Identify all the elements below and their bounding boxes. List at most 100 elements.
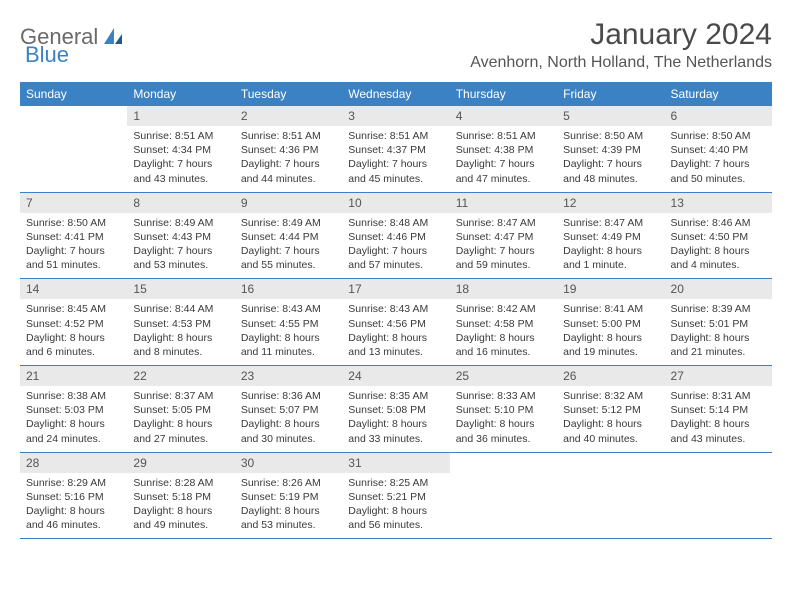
sunrise-line: Sunrise: 8:45 AM (26, 302, 121, 316)
sunset-line: Sunset: 4:56 PM (348, 317, 443, 331)
daylight-line: Daylight: 7 hours and 53 minutes. (133, 244, 228, 272)
day-content: Sunrise: 8:39 AMSunset: 5:01 PMDaylight:… (665, 299, 772, 365)
day-number: 8 (127, 193, 234, 213)
calendar-day-cell: 3Sunrise: 8:51 AMSunset: 4:37 PMDaylight… (342, 106, 449, 192)
calendar-body: 1Sunrise: 8:51 AMSunset: 4:34 PMDaylight… (20, 106, 772, 539)
calendar-day-cell: 7Sunrise: 8:50 AMSunset: 4:41 PMDaylight… (20, 192, 127, 279)
sunset-line: Sunset: 4:52 PM (26, 317, 121, 331)
sunset-line: Sunset: 4:49 PM (563, 230, 658, 244)
sunrise-line: Sunrise: 8:50 AM (671, 129, 766, 143)
sunrise-line: Sunrise: 8:41 AM (563, 302, 658, 316)
daylight-line: Daylight: 8 hours and 24 minutes. (26, 417, 121, 445)
day-number: 12 (557, 193, 664, 213)
sunrise-line: Sunrise: 8:38 AM (26, 389, 121, 403)
logo-text-blue: Blue (25, 42, 69, 68)
sunset-line: Sunset: 4:44 PM (241, 230, 336, 244)
day-content: Sunrise: 8:51 AMSunset: 4:38 PMDaylight:… (450, 126, 557, 192)
calendar-week-row: 28Sunrise: 8:29 AMSunset: 5:16 PMDayligh… (20, 452, 772, 539)
calendar-header-row: SundayMondayTuesdayWednesdayThursdayFrid… (20, 82, 772, 106)
calendar-day-cell (557, 452, 664, 539)
sunrise-line: Sunrise: 8:44 AM (133, 302, 228, 316)
day-content: Sunrise: 8:31 AMSunset: 5:14 PMDaylight:… (665, 386, 772, 452)
day-content: Sunrise: 8:50 AMSunset: 4:39 PMDaylight:… (557, 126, 664, 192)
sunrise-line: Sunrise: 8:36 AM (241, 389, 336, 403)
sunset-line: Sunset: 4:39 PM (563, 143, 658, 157)
sunrise-line: Sunrise: 8:31 AM (671, 389, 766, 403)
day-content: Sunrise: 8:32 AMSunset: 5:12 PMDaylight:… (557, 386, 664, 452)
day-content: Sunrise: 8:49 AMSunset: 4:44 PMDaylight:… (235, 213, 342, 279)
sunset-line: Sunset: 5:03 PM (26, 403, 121, 417)
day-content: Sunrise: 8:42 AMSunset: 4:58 PMDaylight:… (450, 299, 557, 365)
location-subtitle: Avenhorn, North Holland, The Netherlands (470, 54, 772, 72)
sunset-line: Sunset: 4:46 PM (348, 230, 443, 244)
sunrise-line: Sunrise: 8:39 AM (671, 302, 766, 316)
daylight-line: Daylight: 8 hours and 46 minutes. (26, 504, 121, 532)
day-content: Sunrise: 8:50 AMSunset: 4:40 PMDaylight:… (665, 126, 772, 192)
calendar-day-cell: 25Sunrise: 8:33 AMSunset: 5:10 PMDayligh… (450, 366, 557, 453)
daylight-line: Daylight: 8 hours and 27 minutes. (133, 417, 228, 445)
sunset-line: Sunset: 5:00 PM (563, 317, 658, 331)
daylight-line: Daylight: 8 hours and 19 minutes. (563, 331, 658, 359)
day-content: Sunrise: 8:41 AMSunset: 5:00 PMDaylight:… (557, 299, 664, 365)
day-number: 24 (342, 366, 449, 386)
sunrise-line: Sunrise: 8:50 AM (563, 129, 658, 143)
daylight-line: Daylight: 8 hours and 43 minutes. (671, 417, 766, 445)
sunrise-line: Sunrise: 8:51 AM (456, 129, 551, 143)
calendar-week-row: 1Sunrise: 8:51 AMSunset: 4:34 PMDaylight… (20, 106, 772, 192)
calendar-day-cell: 24Sunrise: 8:35 AMSunset: 5:08 PMDayligh… (342, 366, 449, 453)
sunrise-line: Sunrise: 8:49 AM (241, 216, 336, 230)
sunrise-line: Sunrise: 8:43 AM (348, 302, 443, 316)
sunset-line: Sunset: 5:08 PM (348, 403, 443, 417)
sunrise-line: Sunrise: 8:51 AM (241, 129, 336, 143)
weekday-header: Wednesday (342, 82, 449, 106)
day-number: 26 (557, 366, 664, 386)
calendar-day-cell: 22Sunrise: 8:37 AMSunset: 5:05 PMDayligh… (127, 366, 234, 453)
day-number: 21 (20, 366, 127, 386)
sunrise-line: Sunrise: 8:32 AM (563, 389, 658, 403)
sunrise-line: Sunrise: 8:46 AM (671, 216, 766, 230)
calendar-day-cell: 11Sunrise: 8:47 AMSunset: 4:47 PMDayligh… (450, 192, 557, 279)
sunrise-line: Sunrise: 8:43 AM (241, 302, 336, 316)
day-content: Sunrise: 8:49 AMSunset: 4:43 PMDaylight:… (127, 213, 234, 279)
sunset-line: Sunset: 4:58 PM (456, 317, 551, 331)
day-number: 6 (665, 106, 772, 126)
calendar-day-cell (20, 106, 127, 192)
calendar-day-cell: 18Sunrise: 8:42 AMSunset: 4:58 PMDayligh… (450, 279, 557, 366)
weekday-header: Saturday (665, 82, 772, 106)
day-content (20, 126, 127, 184)
daylight-line: Daylight: 7 hours and 44 minutes. (241, 157, 336, 185)
day-content (450, 473, 557, 531)
day-number: 2 (235, 106, 342, 126)
day-content: Sunrise: 8:47 AMSunset: 4:47 PMDaylight:… (450, 213, 557, 279)
day-content: Sunrise: 8:46 AMSunset: 4:50 PMDaylight:… (665, 213, 772, 279)
day-content: Sunrise: 8:33 AMSunset: 5:10 PMDaylight:… (450, 386, 557, 452)
sunrise-line: Sunrise: 8:26 AM (241, 476, 336, 490)
sunset-line: Sunset: 5:19 PM (241, 490, 336, 504)
sunset-line: Sunset: 4:43 PM (133, 230, 228, 244)
daylight-line: Daylight: 8 hours and 16 minutes. (456, 331, 551, 359)
sunrise-line: Sunrise: 8:47 AM (456, 216, 551, 230)
sunrise-line: Sunrise: 8:33 AM (456, 389, 551, 403)
daylight-line: Daylight: 8 hours and 21 minutes. (671, 331, 766, 359)
daylight-line: Daylight: 8 hours and 49 minutes. (133, 504, 228, 532)
weekday-header: Tuesday (235, 82, 342, 106)
sunset-line: Sunset: 5:01 PM (671, 317, 766, 331)
day-content: Sunrise: 8:44 AMSunset: 4:53 PMDaylight:… (127, 299, 234, 365)
day-number (665, 453, 772, 473)
sunrise-line: Sunrise: 8:42 AM (456, 302, 551, 316)
day-number: 22 (127, 366, 234, 386)
calendar-day-cell: 16Sunrise: 8:43 AMSunset: 4:55 PMDayligh… (235, 279, 342, 366)
day-content: Sunrise: 8:35 AMSunset: 5:08 PMDaylight:… (342, 386, 449, 452)
sunset-line: Sunset: 4:38 PM (456, 143, 551, 157)
calendar-day-cell: 21 Sunrise: 8:38 AMSunset: 5:03 PMDayligh… (20, 366, 127, 453)
day-number: 5 (557, 106, 664, 126)
day-number: 9 (235, 193, 342, 213)
daylight-line: Daylight: 8 hours and 6 minutes. (26, 331, 121, 359)
weekday-header: Monday (127, 82, 234, 106)
daylight-line: Daylight: 7 hours and 59 minutes. (456, 244, 551, 272)
calendar-day-cell: 1Sunrise: 8:51 AMSunset: 4:34 PMDaylight… (127, 106, 234, 192)
calendar-week-row: 7Sunrise: 8:50 AMSunset: 4:41 PMDaylight… (20, 192, 772, 279)
sunset-line: Sunset: 4:34 PM (133, 143, 228, 157)
calendar-day-cell: 20Sunrise: 8:39 AMSunset: 5:01 PMDayligh… (665, 279, 772, 366)
day-number: 13 (665, 193, 772, 213)
